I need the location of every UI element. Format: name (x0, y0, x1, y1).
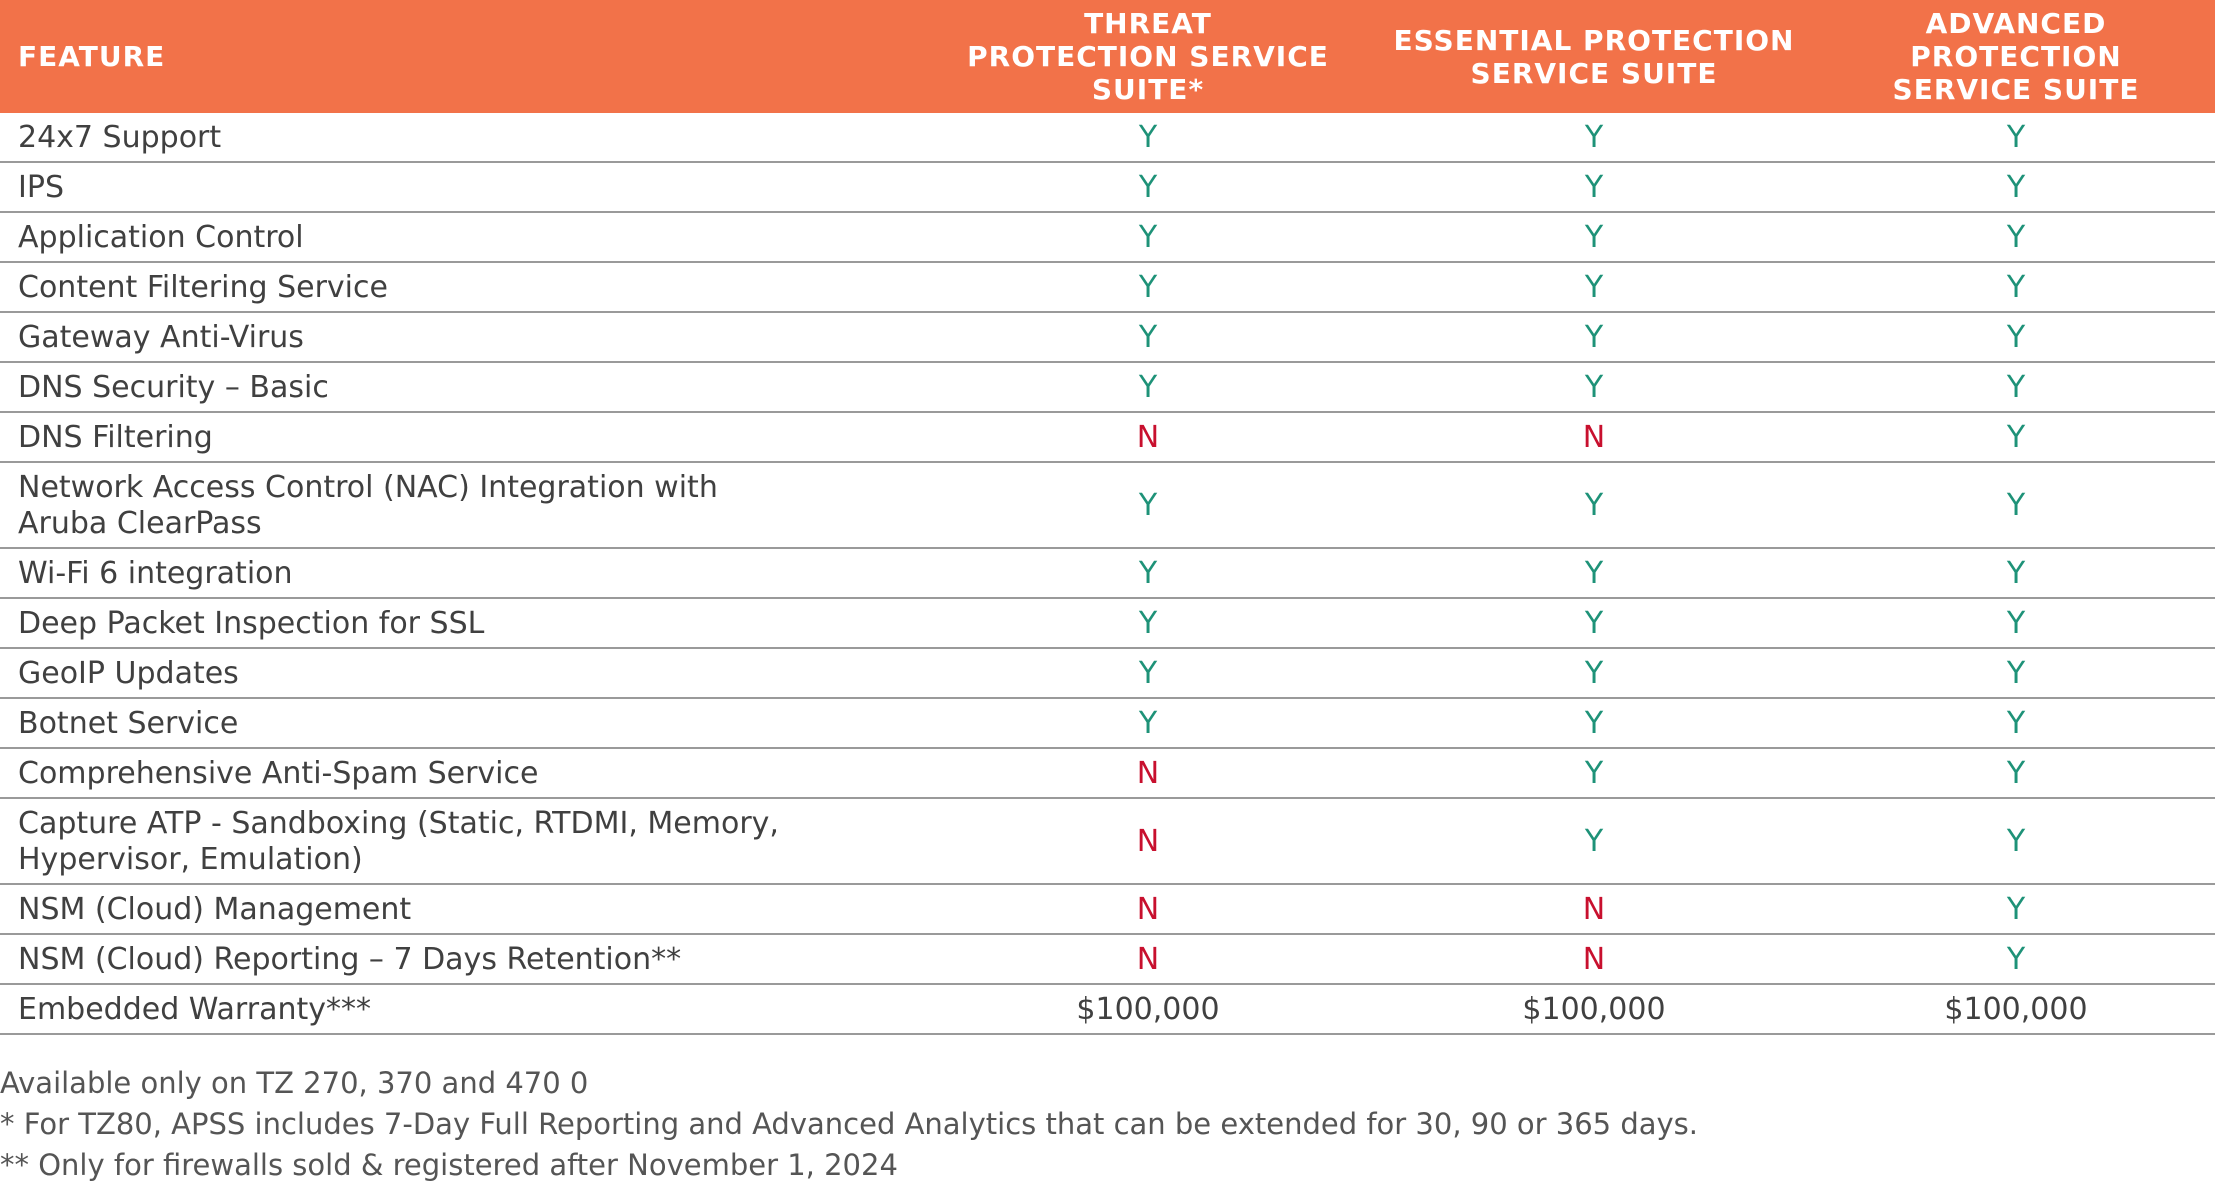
advanced-protection-value: Y (1817, 362, 2215, 413)
essential-protection-value: N (1371, 412, 1817, 463)
advanced-protection-value: Y (1817, 262, 2215, 313)
advanced-protection-value: Y (1817, 162, 2215, 213)
threat-protection-value: N (925, 934, 1371, 985)
advanced-protection-value: $100,000 (1817, 984, 2215, 1035)
threat-protection-value: Y (925, 113, 1371, 163)
advanced-protection-value: Y (1817, 412, 2215, 463)
essential-protection-value: Y (1371, 262, 1817, 313)
essential-protection-value: Y (1371, 212, 1817, 263)
feature-name: Deep Packet Inspection for SSL (0, 598, 925, 649)
feature-name: NSM (Cloud) Management (0, 884, 925, 935)
essential-protection-value: Y (1371, 548, 1817, 599)
feature-name: Wi-Fi 6 integration (0, 548, 925, 599)
table-row: Embedded Warranty*** $100,000 $100,000 $100… (0, 984, 2215, 1035)
table-row: IPS Y Y Y (0, 162, 2215, 213)
footnote: ** Only for firewalls sold & registered … (0, 1148, 898, 1182)
header-essential-protection: ESSENTIAL PROTECTION SERVICE SUITE (1371, 0, 1817, 113)
footnote: * For TZ80, APSS includes 7-Day Full Rep… (0, 1107, 1699, 1141)
advanced-protection-value: Y (1817, 462, 2215, 549)
essential-protection-value: Y (1371, 312, 1817, 363)
footnotes: Available only on TZ 270, 370 and 470 0 … (0, 1063, 1698, 1186)
threat-protection-value: N (925, 412, 1371, 463)
essential-protection-value: Y (1371, 648, 1817, 699)
essential-protection-value: Y (1371, 748, 1817, 799)
table-row: Botnet Service Y Y Y (0, 698, 2215, 749)
advanced-protection-value: Y (1817, 934, 2215, 985)
threat-protection-value: Y (925, 648, 1371, 699)
footnote: Available only on TZ 270, 370 and 470 0 (0, 1066, 589, 1100)
advanced-protection-value: Y (1817, 312, 2215, 363)
header-feature: FEATURE (0, 0, 925, 113)
advanced-protection-value: Y (1817, 798, 2215, 885)
threat-protection-value: Y (925, 462, 1371, 549)
threat-protection-value: Y (925, 598, 1371, 649)
feature-name: DNS Filtering (0, 412, 925, 463)
threat-protection-value: Y (925, 212, 1371, 263)
essential-protection-value: Y (1371, 162, 1817, 213)
table-row: Application Control Y Y Y (0, 212, 2215, 263)
table-row: 24x7 Support Y Y Y (0, 113, 2215, 163)
table-row: GeoIP Updates Y Y Y (0, 648, 2215, 699)
table-row: NSM (Cloud) Management N N Y (0, 884, 2215, 935)
threat-protection-value: Y (925, 698, 1371, 749)
table-row: DNS Filtering N N Y (0, 412, 2215, 463)
table-row: Comprehensive Anti-Spam Service N Y Y (0, 748, 2215, 799)
advanced-protection-value: Y (1817, 598, 2215, 649)
advanced-protection-value: Y (1817, 648, 2215, 699)
feature-name: DNS Security – Basic (0, 362, 925, 413)
header-advanced-protection: ADVANCED PROTECTION SERVICE SUITE (1817, 0, 2215, 113)
essential-protection-value: Y (1371, 598, 1817, 649)
feature-name: GeoIP Updates (0, 648, 925, 699)
feature-name: 24x7 Support (0, 113, 925, 163)
feature-name: Gateway Anti-Virus (0, 312, 925, 363)
essential-protection-value: Y (1371, 698, 1817, 749)
table-row: Content Filtering Service Y Y Y (0, 262, 2215, 313)
threat-protection-value: Y (925, 548, 1371, 599)
feature-comparison-table: FEATURE THREAT PROTECTION SERVICE SUITE* E… (0, 0, 2215, 1035)
advanced-protection-value: Y (1817, 748, 2215, 799)
table-row: Capture ATP - Sandboxing (Static, RTDMI,… (0, 798, 2215, 885)
feature-name: Embedded Warranty*** (0, 984, 925, 1035)
table-row: DNS Security – Basic Y Y Y (0, 362, 2215, 413)
essential-protection-value: N (1371, 884, 1817, 935)
threat-protection-value: Y (925, 312, 1371, 363)
table-row: Wi-Fi 6 integration Y Y Y (0, 548, 2215, 599)
threat-protection-value: $100,000 (925, 984, 1371, 1035)
feature-name: Botnet Service (0, 698, 925, 749)
table-row: NSM (Cloud) Reporting – 7 Days Retention… (0, 934, 2215, 985)
feature-name: IPS (0, 162, 925, 213)
header-threat-protection: THREAT PROTECTION SERVICE SUITE* (925, 0, 1371, 113)
feature-name: Content Filtering Service (0, 262, 925, 313)
advanced-protection-value: Y (1817, 113, 2215, 163)
feature-name: Capture ATP - Sandboxing (Static, RTDMI,… (0, 798, 925, 885)
threat-protection-value: N (925, 748, 1371, 799)
threat-protection-value: Y (925, 362, 1371, 413)
advanced-protection-value: Y (1817, 548, 2215, 599)
table-row: Network Access Control (NAC) Integration… (0, 462, 2215, 549)
threat-protection-value: Y (925, 262, 1371, 313)
essential-protection-value: $100,000 (1371, 984, 1817, 1035)
essential-protection-value: Y (1371, 113, 1817, 163)
table-row: Gateway Anti-Virus Y Y Y (0, 312, 2215, 363)
threat-protection-value: N (925, 798, 1371, 885)
feature-name: Comprehensive Anti-Spam Service (0, 748, 925, 799)
essential-protection-value: Y (1371, 798, 1817, 885)
essential-protection-value: Y (1371, 362, 1817, 413)
advanced-protection-value: Y (1817, 884, 2215, 935)
table-row: Deep Packet Inspection for SSL Y Y Y (0, 598, 2215, 649)
essential-protection-value: N (1371, 934, 1817, 985)
header-row: FEATURE THREAT PROTECTION SERVICE SUITE* E… (0, 0, 2215, 113)
essential-protection-value: Y (1371, 462, 1817, 549)
threat-protection-value: N (925, 884, 1371, 935)
advanced-protection-value: Y (1817, 212, 2215, 263)
feature-name: NSM (Cloud) Reporting – 7 Days Retention… (0, 934, 925, 985)
advanced-protection-value: Y (1817, 698, 2215, 749)
feature-name: Application Control (0, 212, 925, 263)
feature-name: Network Access Control (NAC) Integration… (0, 462, 925, 549)
threat-protection-value: Y (925, 162, 1371, 213)
